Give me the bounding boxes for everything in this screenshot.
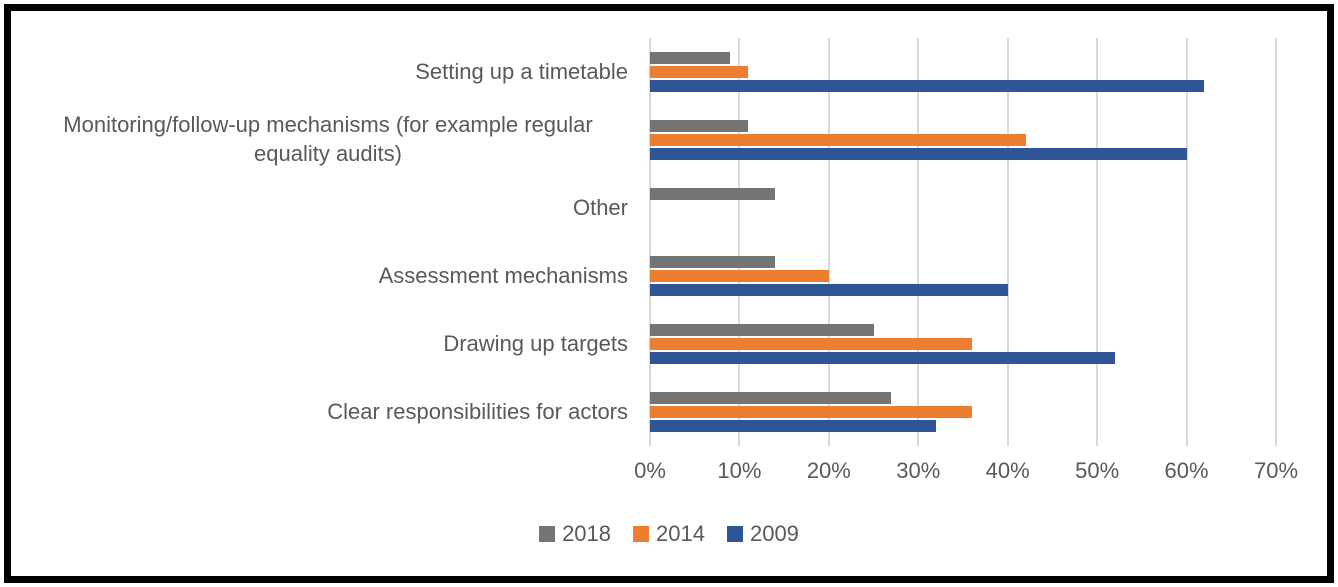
bar-2014	[650, 338, 972, 350]
gridline	[1096, 38, 1099, 446]
plot-area	[649, 38, 1277, 446]
x-axis-tick-label: 70%	[1253, 458, 1299, 483]
bar-2009	[650, 352, 1116, 364]
x-axis-tick-label: 40%	[985, 458, 1030, 483]
category-label: Clear responsibilities for actors	[18, 378, 628, 446]
legend: 2018 2014 2009	[0, 521, 1338, 547]
category-label-text: Clear responsibilities for actors	[327, 398, 628, 424]
gridline	[1185, 38, 1188, 446]
category-label: Assessment mechanisms	[18, 242, 628, 310]
legend-label: 2014	[656, 521, 705, 546]
legend-label: 2018	[562, 521, 612, 546]
legend-label: 2009	[749, 521, 799, 546]
category-label-text: Drawing up targets	[443, 330, 628, 356]
bar-2009	[650, 80, 1205, 92]
category-label: Drawing up targets	[18, 310, 628, 378]
legend-swatch-icon	[539, 526, 556, 542]
legend-item-2018: 2018	[539, 521, 611, 547]
x-axis-tick-label: 10%	[717, 458, 762, 483]
bar-2018	[650, 188, 776, 200]
gridline	[649, 38, 651, 446]
gridline	[738, 38, 741, 446]
bar-2018	[650, 52, 731, 64]
category-label: Setting up a timetable	[18, 38, 628, 106]
bar-2009	[650, 284, 1008, 296]
bar-2018	[650, 120, 749, 132]
x-axis-tick-label: 30%	[896, 458, 941, 483]
category-label-text: Monitoring/follow-up mechanisms (for exa…	[63, 112, 593, 166]
gridline	[1006, 38, 1009, 446]
bar-2009	[650, 148, 1187, 160]
bar-2018	[650, 324, 874, 336]
category-label-text: Assessment mechanisms	[378, 262, 628, 288]
x-axis-tick-label: 60%	[1164, 458, 1209, 483]
bar-2014	[650, 66, 749, 78]
legend-swatch-icon	[726, 526, 743, 542]
legend-item-2014: 2014	[633, 521, 705, 547]
bar-2018	[650, 392, 892, 404]
gridline	[1275, 38, 1277, 446]
category-label-text: Setting up a timetable	[415, 58, 628, 84]
bar-2009	[650, 420, 937, 432]
legend-item-2009: 2009	[726, 521, 799, 547]
bar-2014	[650, 406, 972, 418]
gridline	[827, 38, 830, 446]
gridline	[917, 38, 920, 446]
category-label: Monitoring/follow-up mechanisms (for exa…	[18, 106, 628, 174]
category-label-text: Other	[572, 194, 628, 220]
legend-swatch-icon	[633, 526, 650, 542]
bar-2018	[650, 256, 776, 268]
x-axis-tick-label: 0%	[634, 458, 666, 483]
bar-2014	[650, 134, 1026, 146]
category-label: Other	[18, 174, 628, 242]
category-axis-labels: Setting up a timetable Monitoring/follow-…	[18, 38, 628, 446]
x-axis-tick-label: 50%	[1075, 458, 1120, 483]
x-axis-tick-label: 20%	[806, 458, 851, 483]
bar-2014	[650, 270, 829, 282]
